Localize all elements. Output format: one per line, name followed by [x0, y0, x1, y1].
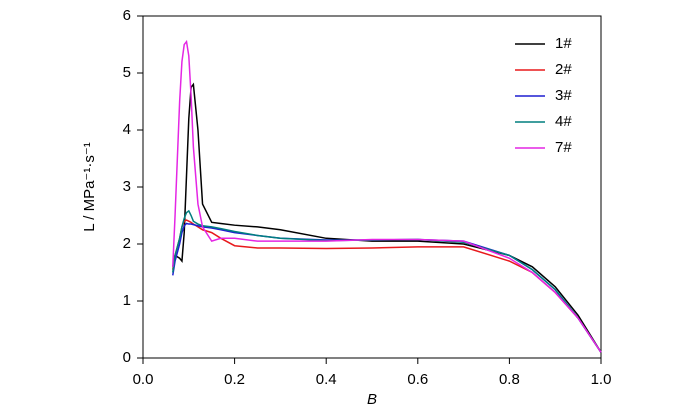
legend-label: 2# [555, 61, 572, 78]
x-tick-label: 0.8 [499, 371, 520, 388]
y-tick-label: 3 [123, 178, 131, 195]
x-axis-label: B [367, 391, 377, 408]
y-tick-label: 0 [123, 349, 131, 366]
x-tick-label: 1.0 [591, 371, 612, 388]
data-line [172, 209, 602, 353]
x-tick-label: 0.6 [407, 371, 428, 388]
plot-frame [142, 15, 602, 359]
data-line [172, 39, 602, 353]
y-axis-label: L / MPa⁻¹·s⁻¹ [81, 142, 98, 231]
y-tick-label: 2 [123, 235, 131, 252]
legend-label: 3# [555, 87, 572, 104]
legend-label: 7# [555, 139, 572, 156]
y-tick-label: 5 [123, 64, 131, 81]
y-tick-label: 4 [123, 121, 131, 138]
y-tick-label: 1 [123, 292, 131, 309]
x-tick-label: 0.4 [316, 371, 337, 388]
data-line [172, 222, 602, 353]
data-line [172, 82, 602, 353]
legend-label: 1# [555, 35, 572, 52]
y-tick-label: 6 [123, 7, 131, 24]
legend-label: 4# [555, 113, 572, 130]
x-tick-label: 0.2 [224, 371, 245, 388]
x-tick-label: 0.0 [133, 371, 154, 388]
